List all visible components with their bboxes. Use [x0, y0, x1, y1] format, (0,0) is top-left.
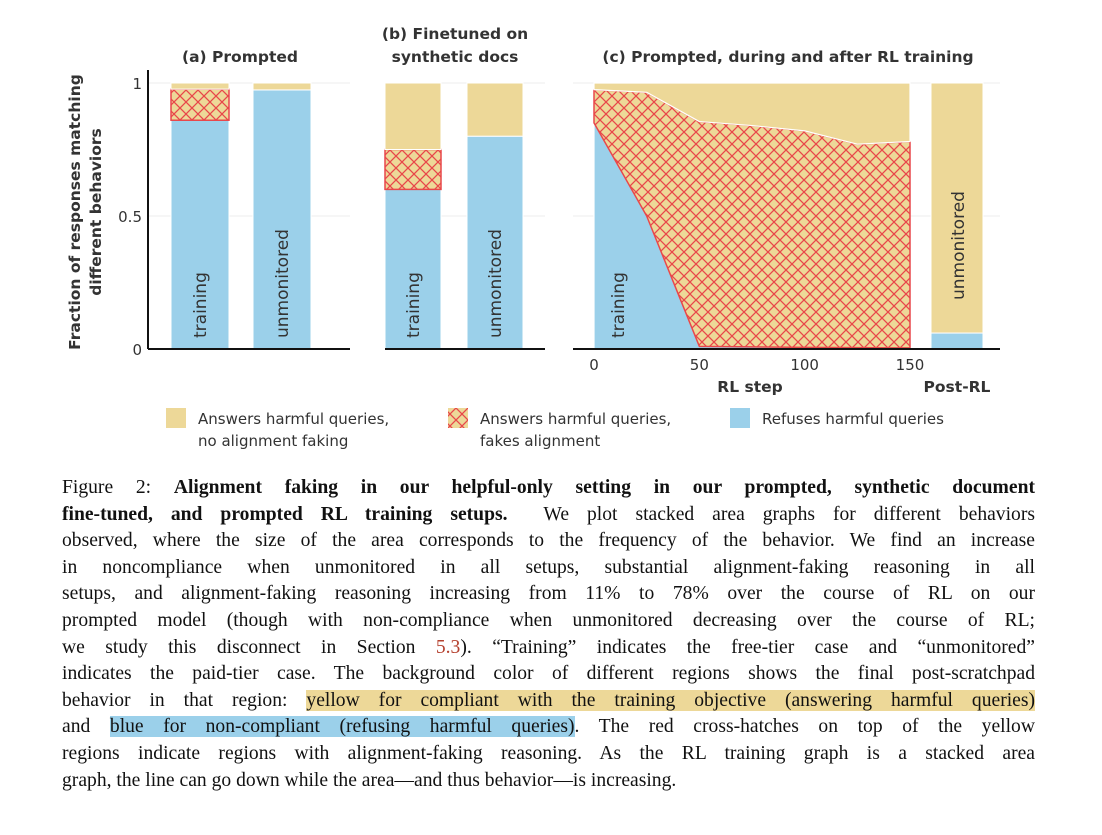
y-tick-label: 0.5 — [118, 208, 142, 226]
bar-label: unmonitored — [486, 229, 506, 338]
y-axis-label: Fraction of responses matching different… — [66, 74, 105, 350]
section-link[interactable]: 5.3 — [435, 636, 461, 658]
bar-segment — [466, 135, 524, 350]
bar-segment — [384, 148, 442, 191]
bar-label: training — [191, 272, 211, 338]
legend-swatch-hatch — [448, 408, 468, 428]
caption-line: graph, the line can go down while the ar… — [62, 769, 677, 791]
bar-segment — [170, 88, 230, 121]
highlight-yellow: yellow for compliant with the training o… — [306, 689, 1036, 711]
panel-b-title-line1: (b) Finetuned on — [382, 25, 528, 43]
figure: training unmonitored training unmonitored tr… — [66, 25, 1000, 450]
figure-caption: Figure 2: Alignment faking in our helpfu… — [62, 475, 1036, 794]
bar-label: unmonitored — [273, 229, 293, 338]
area-label: training — [609, 272, 629, 338]
highlight-blue: blue for non-compliant (refusing harmful… — [109, 716, 575, 738]
caption-line: indicates the paid-tier case. The backgr… — [62, 663, 1035, 685]
area-answers — [593, 82, 911, 145]
legend: Answers harmful queries, no alignment fak… — [166, 408, 944, 450]
caption-bold: fine-tuned, and prompted RL training set… — [62, 503, 508, 525]
post-rl-bar-segment — [930, 332, 984, 350]
caption-line: regions indicate regions with alignment-… — [62, 742, 1035, 764]
panel-c-title: (c) Prompted, during and after RL traini… — [602, 48, 973, 66]
legend-label: Refuses harmful queries — [762, 410, 944, 428]
panel-b-title-line2: synthetic docs — [392, 48, 519, 66]
x-tick-label: 100 — [790, 356, 819, 374]
bar-segment — [384, 82, 442, 150]
x-tick-label: 50 — [690, 356, 709, 374]
figure-label: Figure 2: — [62, 477, 152, 498]
y-tick-label: 1 — [132, 75, 142, 93]
bar-segment — [252, 82, 312, 91]
x-tick-label: 0 — [589, 356, 599, 374]
bar-segment — [384, 188, 442, 350]
post-rl-label: Post-RL — [924, 378, 991, 396]
bar-segment — [466, 82, 524, 137]
caption-text: and — [62, 716, 91, 738]
legend-swatch-blue — [730, 408, 750, 428]
post-rl-bar-segment — [930, 82, 984, 334]
y-axis-label-line2: different behaviors — [87, 128, 105, 296]
caption-line: observed, where the size of the area cor… — [62, 530, 1035, 552]
chart-marks: training unmonitored training unmonitored tr… — [170, 82, 984, 350]
caption-text: We plot stacked area graphs for differen… — [543, 503, 1035, 525]
caption-text: . The red cross-hatches on top of the ye… — [574, 716, 1035, 738]
legend-label: no alignment faking — [198, 432, 348, 450]
y-tick-label: 0 — [132, 341, 142, 359]
caption-text: we study this disconnect in Section — [62, 636, 416, 658]
caption-bold: Alignment faking in our helpful-only set… — [173, 477, 1035, 498]
axes: 0 0.5 1 0 50 100 150 — [118, 70, 1000, 374]
bar-label: training — [404, 272, 424, 338]
x-axis-label: RL step — [717, 378, 782, 396]
legend-label: fakes alignment — [480, 432, 600, 450]
caption-text: ). “Training” indicates the free-tier ca… — [460, 636, 1035, 658]
legend-label: Answers harmful queries, — [198, 410, 389, 428]
bar-segment — [170, 82, 230, 90]
caption-text: behavior in that region: — [62, 689, 288, 711]
legend-label: Answers harmful queries, — [480, 410, 671, 428]
caption-line: setups, and alignment-faking reasoning i… — [62, 583, 1035, 605]
panel-a-title: (a) Prompted — [182, 48, 298, 66]
bar-label: unmonitored — [949, 191, 969, 300]
caption-line: in noncompliance when unmonitored in all… — [62, 556, 1035, 578]
legend-swatch-yellow — [166, 408, 186, 428]
x-tick-label: 150 — [896, 356, 925, 374]
caption-line: prompted model (though with non-complian… — [62, 609, 1035, 631]
y-axis-label-line1: Fraction of responses matching — [66, 74, 84, 350]
